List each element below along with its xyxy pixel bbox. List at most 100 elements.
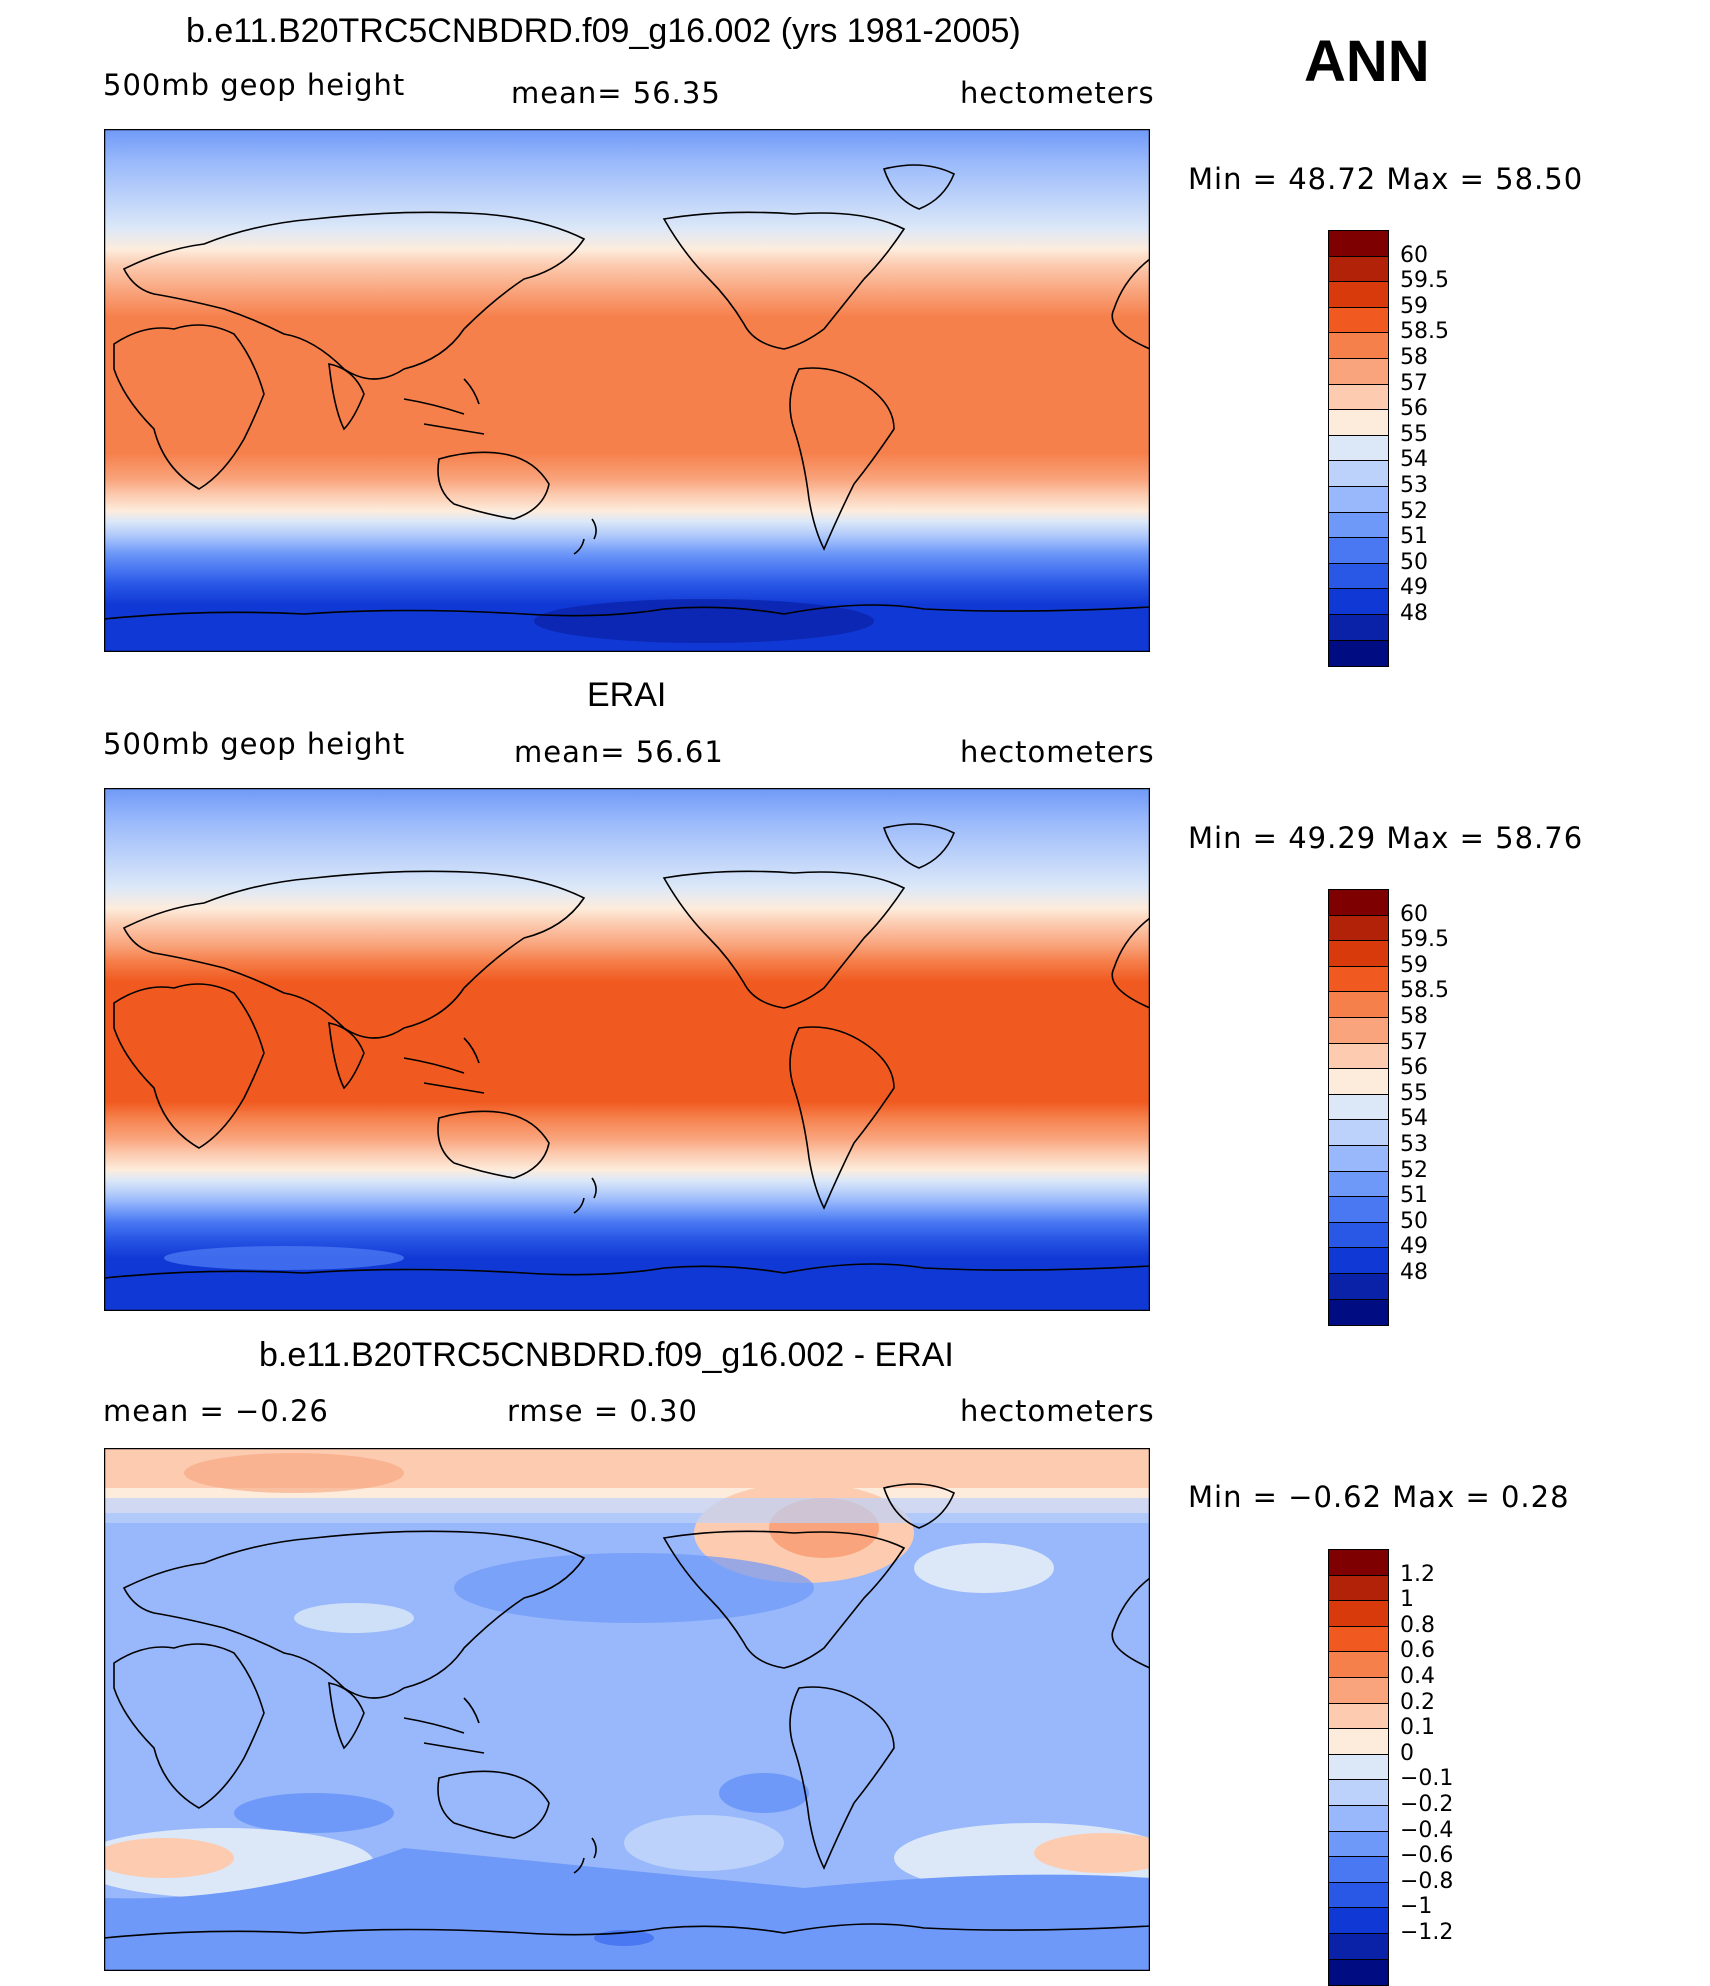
- panel-2-title: ERAI: [587, 676, 667, 714]
- colorbar-tick-label: 58.5: [1400, 978, 1449, 1004]
- colorbar-tick-label: 58: [1400, 1004, 1428, 1029]
- colorbar-segment: [1329, 256, 1388, 283]
- colorbar-segment: [1329, 1145, 1388, 1172]
- colorbar-tick-label: 48: [1400, 601, 1428, 626]
- panel-3-title: b.e11.B20TRC5CNBDRD.f09_g16.002 - ERAI: [259, 1336, 954, 1374]
- colorbar-tick-label: 52: [1400, 1157, 1428, 1183]
- panel-1-mean-label: mean= 56.35: [511, 76, 721, 110]
- colorbar-tick-label: 49: [1400, 1234, 1428, 1260]
- colorbar-segment: [1329, 1959, 1388, 1986]
- colorbar-tick-label: −1.2: [1400, 1920, 1454, 1945]
- colorbar-tick-label: 57: [1400, 370, 1428, 396]
- panel-3-minmax-label: Min = −0.62 Max = 0.28: [1188, 1480, 1570, 1514]
- colorbar-tick-label: 53: [1400, 1132, 1428, 1157]
- colorbar-segment: [1329, 1273, 1388, 1300]
- colorbar-segment: [1329, 1933, 1388, 1960]
- panel-1-title: b.e11.B20TRC5CNBDRD.f09_g16.002 (yrs 198…: [186, 12, 1021, 50]
- colorbar-tick-label: 50: [1400, 549, 1428, 575]
- panel-2-units-label: hectometers: [960, 735, 1155, 769]
- colorbar-tick-label: 59.5: [1400, 268, 1449, 294]
- panel-2-minmax-label: Min = 49.29 Max = 58.76: [1188, 821, 1584, 855]
- colorbar-segment: [1329, 1729, 1388, 1755]
- colorbar-tick-label: 1: [1400, 1587, 1414, 1613]
- colorbar-segment: [1329, 1908, 1388, 1934]
- colorbar-tick-label: 57: [1400, 1029, 1428, 1055]
- colorbar-tick-label: −0.6: [1400, 1843, 1454, 1869]
- colorbar-segment: [1329, 640, 1388, 667]
- colorbar-tick-label: 55: [1400, 421, 1428, 447]
- colorbar-segment: [1329, 1120, 1388, 1146]
- colorbar-segment: [1329, 282, 1388, 308]
- panel-2-variable-label: 500mb geop height: [103, 727, 406, 761]
- colorbar-segment: [1329, 1703, 1388, 1730]
- colorbar-tick-label: −0.8: [1400, 1868, 1454, 1894]
- colorbar-segment: [1329, 563, 1388, 590]
- colorbar-tick-label: 60: [1400, 901, 1428, 927]
- panel-1-colorbar: [1328, 230, 1389, 668]
- colorbar-segment: [1329, 410, 1388, 436]
- colorbar-tick-label: 60: [1400, 242, 1428, 268]
- colorbar-segment: [1329, 1626, 1388, 1653]
- colorbar-tick-label: 56: [1400, 1055, 1428, 1081]
- colorbar-segment: [1329, 915, 1388, 942]
- panel-2-colorbar: [1328, 889, 1389, 1327]
- colorbar-segment: [1329, 1222, 1388, 1249]
- colorbar-tick-label: 0: [1400, 1740, 1414, 1766]
- colorbar-tick-label: 59: [1400, 952, 1428, 978]
- colorbar-segment: [1329, 1094, 1388, 1121]
- colorbar-segment: [1329, 966, 1388, 993]
- colorbar-tick-label: 54: [1400, 1106, 1428, 1132]
- colorbar-segment: [1329, 1805, 1388, 1832]
- colorbar-segment: [1329, 1550, 1388, 1576]
- season-label: ANN: [1304, 29, 1430, 94]
- colorbar-tick-label: 50: [1400, 1208, 1428, 1234]
- colorbar-segment: [1329, 1299, 1388, 1326]
- colorbar-segment: [1329, 461, 1388, 487]
- colorbar-segment: [1329, 358, 1388, 385]
- colorbar-segment: [1329, 890, 1388, 916]
- colorbar-tick-label: 56: [1400, 396, 1428, 422]
- colorbar-segment: [1329, 1197, 1388, 1223]
- colorbar-segment: [1329, 435, 1388, 462]
- panel-3-rmse-label: rmse = 0.30: [507, 1394, 698, 1428]
- panel-3-colorbar: [1328, 1549, 1389, 1986]
- colorbar-segment: [1329, 1575, 1388, 1602]
- colorbar-segment: [1329, 486, 1388, 513]
- panel-3-units-label: hectometers: [960, 1394, 1155, 1428]
- colorbar-segment: [1329, 538, 1388, 564]
- colorbar-segment: [1329, 1601, 1388, 1627]
- colorbar-tick-label: −1: [1400, 1894, 1433, 1920]
- colorbar-tick-label: 51: [1400, 1183, 1428, 1209]
- colorbar-tick-label: 0.4: [1400, 1664, 1435, 1689]
- colorbar-tick-label: 59.5: [1400, 927, 1449, 953]
- colorbar-segment: [1329, 1017, 1388, 1044]
- colorbar-tick-label: 51: [1400, 524, 1428, 550]
- colorbar-tick-label: −0.2: [1400, 1792, 1454, 1817]
- panel-1-variable-label: 500mb geop height: [103, 68, 406, 102]
- colorbar-segment: [1329, 1831, 1388, 1858]
- colorbar-segment: [1329, 589, 1388, 615]
- colorbar-segment: [1329, 1069, 1388, 1095]
- colorbar-tick-label: 0.2: [1400, 1689, 1435, 1715]
- colorbar-segment: [1329, 1677, 1388, 1704]
- colorbar-segment: [1329, 384, 1388, 411]
- colorbar-tick-label: 55: [1400, 1080, 1428, 1106]
- colorbar-segment: [1329, 941, 1388, 967]
- colorbar-segment: [1329, 1857, 1388, 1883]
- panel-2-mean-label: mean= 56.61: [514, 735, 724, 769]
- colorbar-segment: [1329, 614, 1388, 641]
- panel-2-map: [104, 788, 1150, 1311]
- colorbar-segment: [1329, 1248, 1388, 1274]
- panel-3-map: [104, 1448, 1150, 1971]
- colorbar-tick-label: 53: [1400, 473, 1428, 498]
- colorbar-tick-label: −0.4: [1400, 1817, 1454, 1843]
- colorbar-tick-label: 58.5: [1400, 319, 1449, 345]
- colorbar-tick-label: 1.2: [1400, 1561, 1435, 1587]
- colorbar-segment: [1329, 333, 1388, 359]
- colorbar-segment: [1329, 1043, 1388, 1070]
- colorbar-tick-label: 58: [1400, 345, 1428, 370]
- panel-3-mean-label: mean = −0.26: [103, 1394, 329, 1428]
- colorbar-tick-label: 52: [1400, 498, 1428, 524]
- colorbar-tick-label: 0.8: [1400, 1612, 1435, 1638]
- colorbar-segment: [1329, 1652, 1388, 1678]
